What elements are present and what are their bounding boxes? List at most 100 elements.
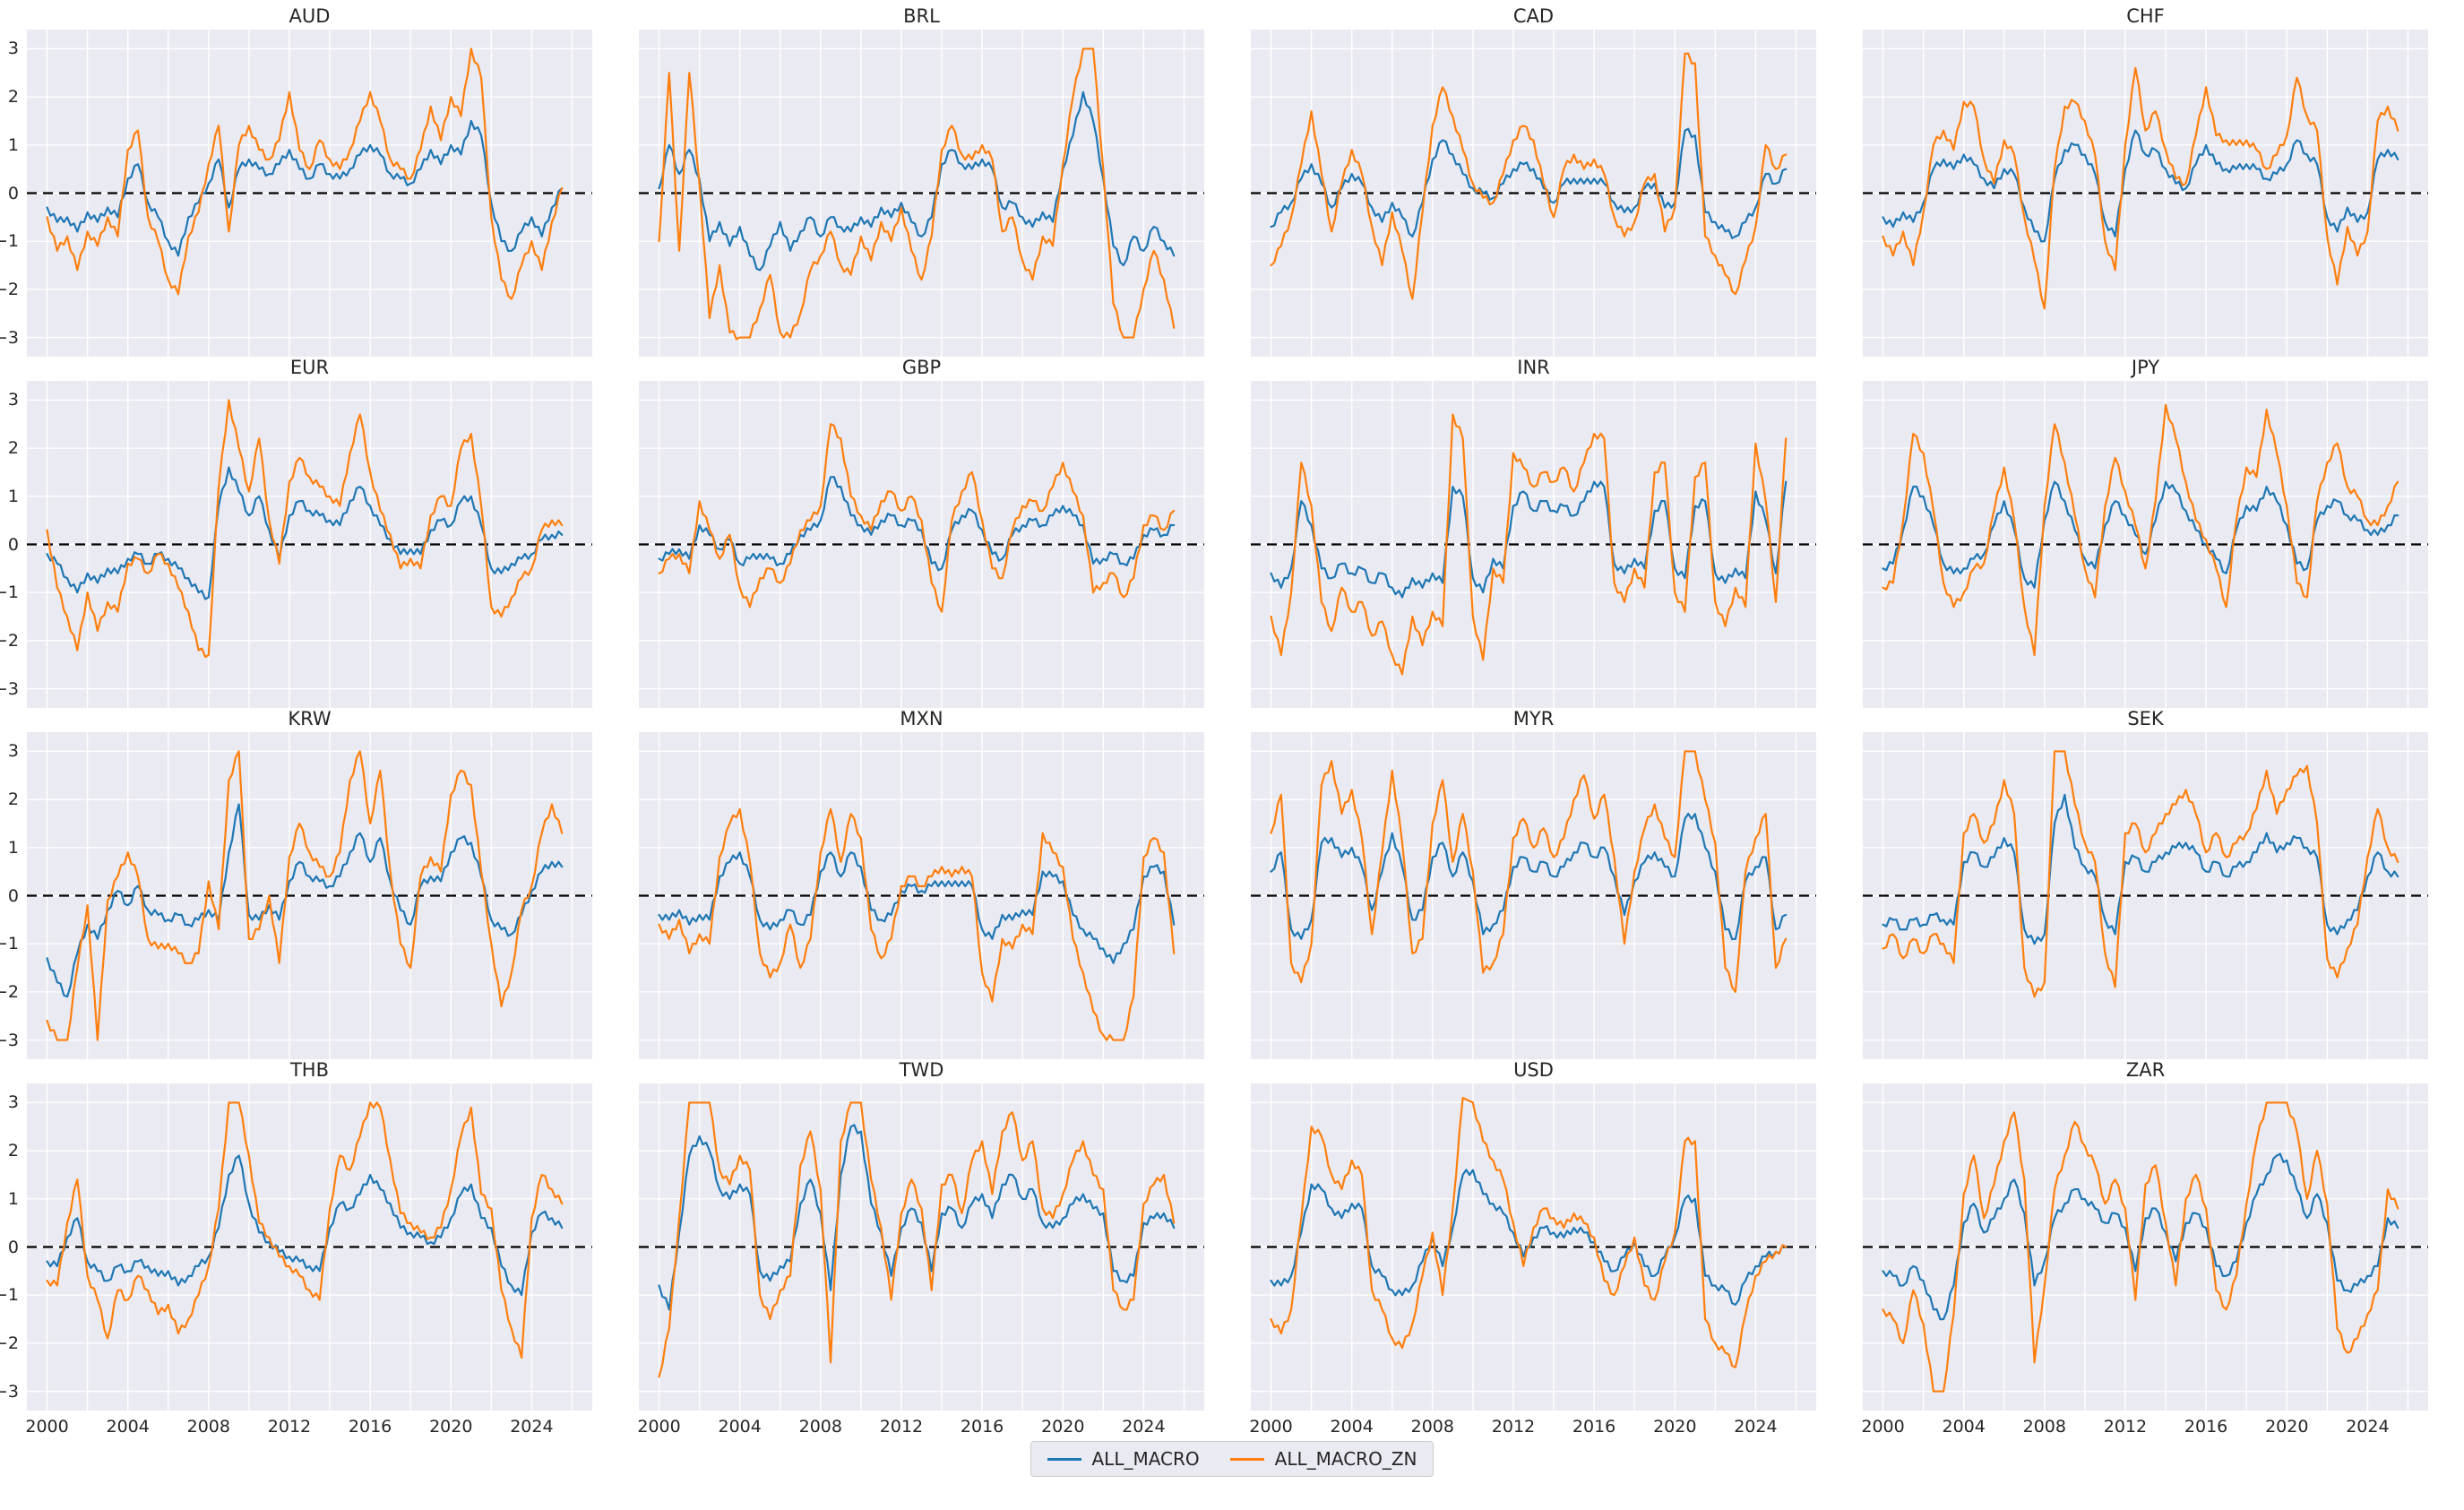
legend: ALL_MACRO ALL_MACRO_ZN bbox=[1030, 1441, 1434, 1477]
plot-canvas bbox=[27, 381, 592, 708]
all-macro-zn-line bbox=[47, 48, 563, 298]
panel-title-aud: AUD bbox=[289, 5, 331, 27]
y-tick-label: −3 bbox=[0, 1381, 19, 1402]
y-tick-label: 2 bbox=[7, 1141, 19, 1161]
plot-canvas bbox=[27, 1083, 592, 1411]
chart-panel-brl: BRL bbox=[639, 5, 1204, 357]
x-tick-label: 2004 bbox=[1330, 1417, 1374, 1437]
all-macro-line bbox=[47, 1156, 563, 1296]
all-macro-line-swatch bbox=[1047, 1457, 1081, 1461]
plot-area-myr bbox=[1251, 732, 1816, 1059]
y-tick-label: 1 bbox=[7, 134, 19, 155]
plot-canvas bbox=[639, 732, 1204, 1059]
all-macro-zn-line bbox=[1883, 405, 2399, 655]
y-tick-label: −3 bbox=[0, 678, 19, 699]
all-macro-zn-line bbox=[47, 1102, 563, 1358]
y-tick-label: −1 bbox=[0, 231, 19, 252]
panel-title-usd: USD bbox=[1513, 1059, 1554, 1081]
y-tick-label: 2 bbox=[7, 87, 19, 108]
x-tick-label: 2012 bbox=[1491, 1417, 1536, 1437]
plot-canvas bbox=[639, 30, 1204, 357]
chart-panel-cad: CAD bbox=[1251, 5, 1816, 357]
plot-canvas bbox=[1863, 732, 2428, 1059]
all-macro-zn-line bbox=[659, 809, 1175, 1040]
y-tick-label: 1 bbox=[7, 1188, 19, 1209]
y-tick-label: 1 bbox=[7, 837, 19, 858]
panel-title-krw: KRW bbox=[288, 708, 332, 729]
all-macro-zn-line bbox=[1883, 751, 2399, 997]
legend-item-all-macro: ALL_MACRO bbox=[1047, 1448, 1200, 1470]
all-macro-line bbox=[1883, 795, 2399, 944]
chart-panel-krw: KRW 3 2 1 0 −1 −2 −3 bbox=[0, 708, 592, 1059]
y-tick-label: 2 bbox=[7, 438, 19, 459]
chart-panel-inr: INR bbox=[1251, 357, 1816, 708]
x-tick-label: 2004 bbox=[106, 1417, 150, 1437]
chart-panel-jpy: JPY bbox=[1863, 357, 2428, 708]
all-macro-line bbox=[659, 92, 1175, 271]
plot-canvas bbox=[1251, 381, 1816, 708]
x-tick-label: 2016 bbox=[2184, 1417, 2228, 1437]
plot-area-krw: 3 2 1 0 −1 −2 −3 bbox=[0, 732, 592, 1059]
x-tick-label: 2016 bbox=[1572, 1417, 1616, 1437]
chart-panel-zar: ZAR 2000 2004 2008 2012 2016 2020 2024 bbox=[1861, 1059, 2428, 1441]
plot-canvas bbox=[27, 732, 592, 1059]
y-tick-label: 1 bbox=[7, 486, 19, 506]
all-macro-zn-line bbox=[47, 400, 563, 657]
y-tick-label: −1 bbox=[0, 934, 19, 954]
plot-area-sek bbox=[1863, 732, 2428, 1059]
chart-panel-mxn: MXN bbox=[639, 708, 1204, 1059]
x-tick-label: 2020 bbox=[429, 1417, 473, 1437]
plot-canvas bbox=[1863, 381, 2428, 708]
panel-title-eur: EUR bbox=[289, 357, 330, 378]
x-tick-label: 2024 bbox=[1734, 1417, 1778, 1437]
chart-panel-eur: EUR 3 2 1 0 −1 −2 −3 bbox=[0, 357, 592, 708]
panel-title-myr: MYR bbox=[1512, 708, 1555, 729]
chart-panel-chf: CHF bbox=[1863, 5, 2428, 357]
all-macro-line bbox=[1271, 482, 1787, 598]
x-axis-labels: 2000 2004 2008 2012 2016 2020 2024 bbox=[1861, 1411, 2428, 1441]
all-macro-line bbox=[1271, 129, 1787, 238]
y-tick-label: 3 bbox=[7, 1092, 19, 1113]
panel-title-inr: INR bbox=[1517, 357, 1550, 378]
panel-title-cad: CAD bbox=[1512, 5, 1555, 27]
plot-canvas bbox=[1251, 1083, 1816, 1411]
all-macro-zn-line-swatch bbox=[1229, 1457, 1264, 1461]
chart-panel-sek: SEK bbox=[1863, 708, 2428, 1059]
panel-title-twd: TWD bbox=[899, 1059, 944, 1081]
all-macro-line bbox=[47, 468, 563, 600]
legend-label: ALL_MACRO_ZN bbox=[1274, 1448, 1417, 1470]
all-macro-line bbox=[659, 852, 1175, 962]
plot-canvas bbox=[1251, 30, 1816, 357]
x-tick-label: 2024 bbox=[2346, 1417, 2390, 1437]
x-tick-label: 2000 bbox=[25, 1417, 69, 1437]
plot-area-gbp bbox=[639, 381, 1204, 708]
chart-panel-myr: MYR bbox=[1251, 708, 1816, 1059]
x-tick-label: 2016 bbox=[348, 1417, 392, 1437]
panel-title-brl: BRL bbox=[903, 5, 940, 27]
x-tick-label: 2000 bbox=[1249, 1417, 1293, 1437]
all-macro-line bbox=[659, 1125, 1175, 1309]
y-tick-label: −2 bbox=[0, 279, 19, 299]
plot-canvas bbox=[27, 30, 592, 357]
plot-area-usd bbox=[1251, 1083, 1816, 1411]
chart-panel-thb: THB 3 2 1 0 −1 −2 −3 2000 2004 2008 2012 2016 2020 202… bbox=[0, 1059, 592, 1441]
plot-area-cad bbox=[1251, 30, 1816, 357]
all-macro-line bbox=[1271, 814, 1787, 939]
y-tick-label: −2 bbox=[0, 1333, 19, 1353]
plot-canvas bbox=[1251, 732, 1816, 1059]
all-macro-zn-line bbox=[1271, 415, 1787, 675]
y-tick-label: 3 bbox=[7, 741, 19, 762]
x-tick-label: 2008 bbox=[798, 1417, 842, 1437]
y-tick-label: −2 bbox=[0, 630, 19, 651]
x-tick-label: 2012 bbox=[267, 1417, 312, 1437]
y-tick-label: 3 bbox=[7, 39, 19, 59]
x-tick-label: 2020 bbox=[1653, 1417, 1697, 1437]
panel-title-thb: THB bbox=[289, 1059, 330, 1081]
y-tick-label: −2 bbox=[0, 981, 19, 1002]
y-tick-label: 3 bbox=[7, 390, 19, 410]
y-tick-label: −3 bbox=[0, 327, 19, 348]
x-tick-label: 2012 bbox=[879, 1417, 924, 1437]
charts-grid: AUD 3 2 1 0 −1 −2 −3 BRL CAD CHF EUR 3 2 1 0 −1 −2 −3 GBP IN… bbox=[0, 5, 2428, 1441]
y-tick-label: −1 bbox=[0, 582, 19, 603]
